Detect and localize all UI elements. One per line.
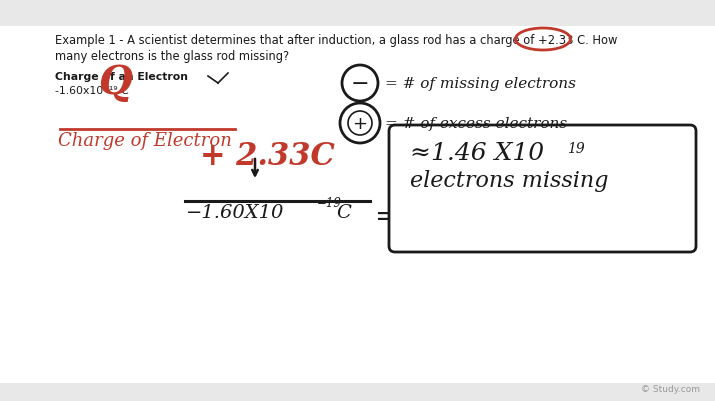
FancyBboxPatch shape — [0, 0, 715, 27]
Text: Charge of an Electron: Charge of an Electron — [55, 72, 188, 82]
FancyBboxPatch shape — [0, 383, 715, 401]
Text: -1.60x10⁻¹⁹ C: -1.60x10⁻¹⁹ C — [55, 86, 129, 96]
Text: + 2.33C: + 2.33C — [200, 141, 335, 172]
Text: Q: Q — [98, 64, 132, 102]
Text: Example 1 - A scientist determines that after induction, a glass rod has a charg: Example 1 - A scientist determines that … — [55, 34, 617, 47]
Text: −19: −19 — [317, 196, 342, 209]
FancyBboxPatch shape — [389, 126, 696, 252]
Text: 19: 19 — [567, 142, 585, 156]
Text: = # of excess electrons: = # of excess electrons — [385, 117, 567, 131]
Text: © Study.com: © Study.com — [641, 384, 700, 393]
Text: ≈1.46 X10: ≈1.46 X10 — [410, 142, 544, 164]
Text: −: − — [350, 74, 370, 94]
Text: −1.60X10: −1.60X10 — [186, 203, 285, 221]
Text: +: + — [352, 115, 368, 133]
Text: many electrons is the glass rod missing?: many electrons is the glass rod missing? — [55, 50, 289, 63]
Text: electrons missing: electrons missing — [410, 170, 608, 192]
Text: Charge of Electron: Charge of Electron — [58, 132, 232, 150]
Text: = # of missing electrons: = # of missing electrons — [385, 77, 576, 91]
Text: C: C — [336, 203, 351, 221]
Text: =: = — [375, 203, 398, 231]
